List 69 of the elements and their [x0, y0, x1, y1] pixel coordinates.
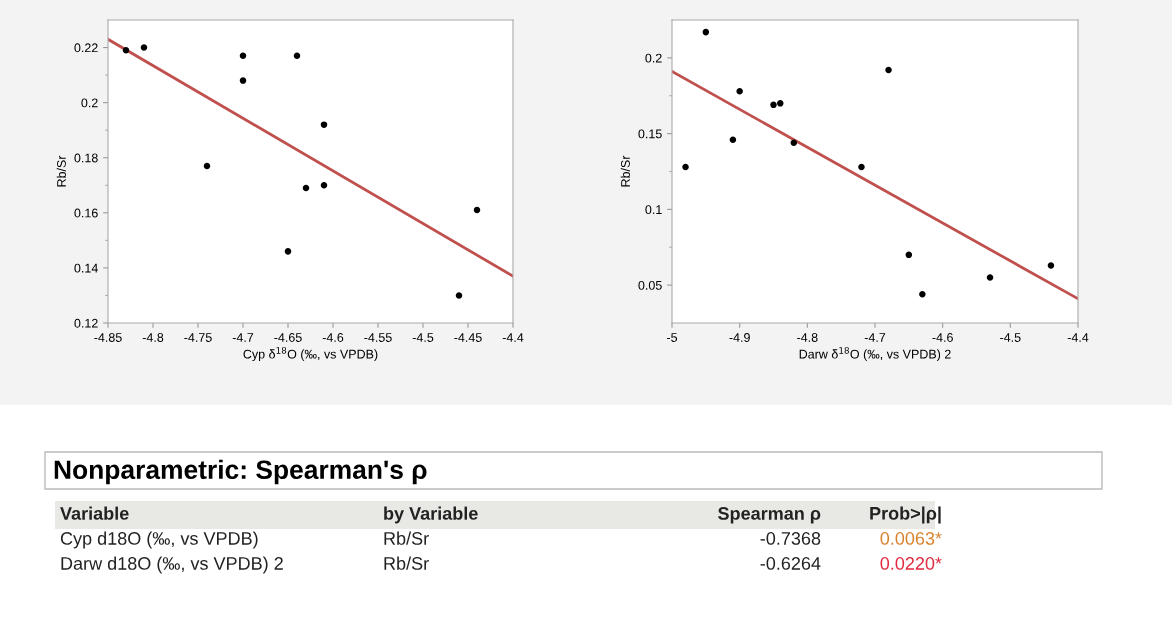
y-tick-label: 0.12: [74, 318, 98, 328]
y-tick-label: 0.05: [638, 280, 662, 290]
point: [320, 121, 328, 128]
point: [736, 87, 743, 95]
x-tick-label: -4.5: [412, 333, 434, 342]
y-tick-label: 0.22: [74, 43, 98, 53]
point: [203, 162, 211, 170]
x-tick-label: -5: [667, 333, 678, 342]
x-tick-label: -4.6: [322, 333, 344, 342]
y-tick-label: 0.16: [74, 208, 98, 218]
x-tick-label: -4.4: [502, 333, 524, 342]
point: [122, 47, 130, 54]
point: [1047, 262, 1055, 269]
x-axis-title: Cyp δ$^{18}$O (‰, vs VPDB): [243, 347, 378, 362]
x-tick-label: -4.7: [864, 333, 886, 342]
y-tick-label: 0.18: [74, 153, 98, 163]
point: [293, 52, 301, 60]
x-tick-label: -4.5: [1000, 333, 1021, 342]
point: [986, 274, 994, 281]
x-tick-label: -4.75: [184, 333, 212, 342]
x-tick-label: -4.8: [142, 333, 164, 342]
text: Nonparametric: Spearman's ρ: [54, 459, 427, 485]
point: [702, 28, 710, 36]
point: [777, 100, 784, 107]
y-tick-label: 0.15: [638, 129, 662, 139]
y-tick-label: 0.1: [645, 205, 662, 215]
x-tick-label: -4.9: [729, 333, 750, 342]
point: [885, 66, 892, 74]
point: [320, 182, 328, 189]
point: [302, 184, 310, 192]
x-tick-label: -4.8: [797, 333, 818, 342]
text: Rb/Sr: [384, 531, 429, 545]
x-tick-label: -4.6: [932, 333, 953, 342]
point: [284, 248, 292, 255]
point: [858, 163, 865, 171]
point: [473, 206, 481, 214]
point: [455, 292, 463, 299]
text: 0.0220*: [880, 557, 942, 570]
text: Variable: [60, 506, 129, 520]
y-tick-label: 0.14: [74, 263, 98, 273]
x-tick-label: -4.4: [1067, 333, 1089, 342]
text: Darw d18O (‰, vs VPDB) 2: [61, 556, 283, 574]
x-tick-label: -4.85: [94, 333, 122, 342]
point: [790, 139, 798, 146]
y-axis-title: Rb/Sr: [56, 155, 66, 187]
x-tick-label: -4.55: [364, 333, 392, 342]
point: [140, 44, 148, 51]
point: [239, 52, 247, 60]
x-axis-title: Darw δ$^{18}$O (‰, vs VPDB) 2: [799, 347, 951, 362]
y-tick-label: 0.2: [645, 53, 662, 63]
text: Spearman ρ: [718, 507, 821, 524]
point: [770, 101, 777, 109]
text: -0.6264: [760, 557, 821, 570]
text: Prob>|ρ|: [870, 506, 941, 524]
point: [239, 77, 247, 84]
text: -0.7368: [760, 532, 821, 545]
point: [682, 163, 689, 171]
point: [729, 136, 737, 143]
point: [919, 290, 926, 298]
text: Rb/Sr: [384, 556, 429, 570]
text: Cyp d18O (‰, vs VPDB): [60, 531, 258, 549]
text: 0.0063*: [880, 532, 942, 545]
point: [905, 251, 913, 259]
x-tick-label: -4.7: [232, 333, 254, 342]
text: by Variable: [384, 506, 478, 524]
y-tick-label: 0.2: [81, 98, 98, 108]
x-tick-label: -4.45: [454, 333, 482, 342]
x-tick-label: -4.65: [274, 333, 302, 342]
y-axis-title: Rb/Sr: [620, 155, 630, 187]
